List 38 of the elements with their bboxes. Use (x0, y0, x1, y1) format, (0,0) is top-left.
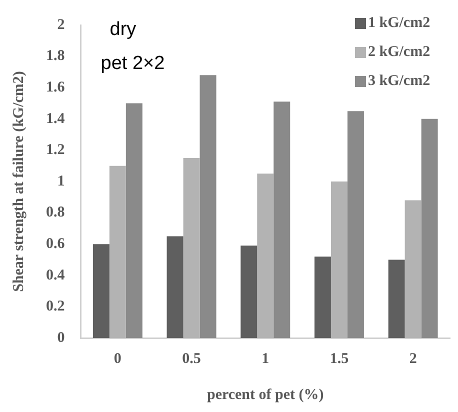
x-tick-label: 0 (114, 350, 122, 367)
bar (330, 182, 348, 338)
y-tick-label: 1.6 (46, 79, 66, 96)
y-tick-label: 0.8 (46, 204, 65, 221)
y-axis-title: Shear strength at failure (kG/cm2) (10, 71, 27, 292)
annotation: pet 2×2 (100, 53, 165, 74)
bar (314, 256, 331, 338)
legend-label: 3 kG/cm2 (368, 73, 430, 90)
legend-label: 1 kG/cm2 (368, 15, 430, 32)
bar (109, 166, 126, 338)
y-tick-label: 0.2 (46, 298, 65, 315)
bar (200, 75, 216, 338)
y-tick-label: 1.8 (46, 48, 65, 64)
bar (240, 246, 258, 338)
legend-label: 2 kG/cm2 (368, 44, 430, 61)
bar (421, 118, 438, 338)
y-tick-label: 0 (57, 330, 65, 346)
y-tick-label: 0.4 (46, 267, 66, 284)
y-tick-label: 1.2 (46, 142, 65, 158)
bar (166, 236, 184, 338)
bar (92, 244, 110, 338)
bar (126, 103, 142, 338)
x-tick-label: 1 (262, 350, 270, 367)
bar (347, 111, 364, 338)
x-tick-label: 2 (409, 350, 417, 367)
x-axis-title: percent of pet (%) (206, 386, 324, 403)
x-tick-label: 0.5 (182, 350, 201, 367)
y-tick-label: 1 (57, 173, 65, 190)
bar (274, 102, 290, 338)
bar (183, 158, 200, 338)
x-tick-label: 1.5 (330, 350, 349, 367)
annotation: dry (110, 19, 137, 40)
bar (257, 174, 274, 338)
y-tick-label: 2 (57, 16, 65, 33)
bar (388, 260, 405, 338)
bar (404, 200, 422, 338)
y-tick-label: 1.4 (46, 110, 66, 127)
y-tick-label: 0.6 (46, 236, 66, 252)
